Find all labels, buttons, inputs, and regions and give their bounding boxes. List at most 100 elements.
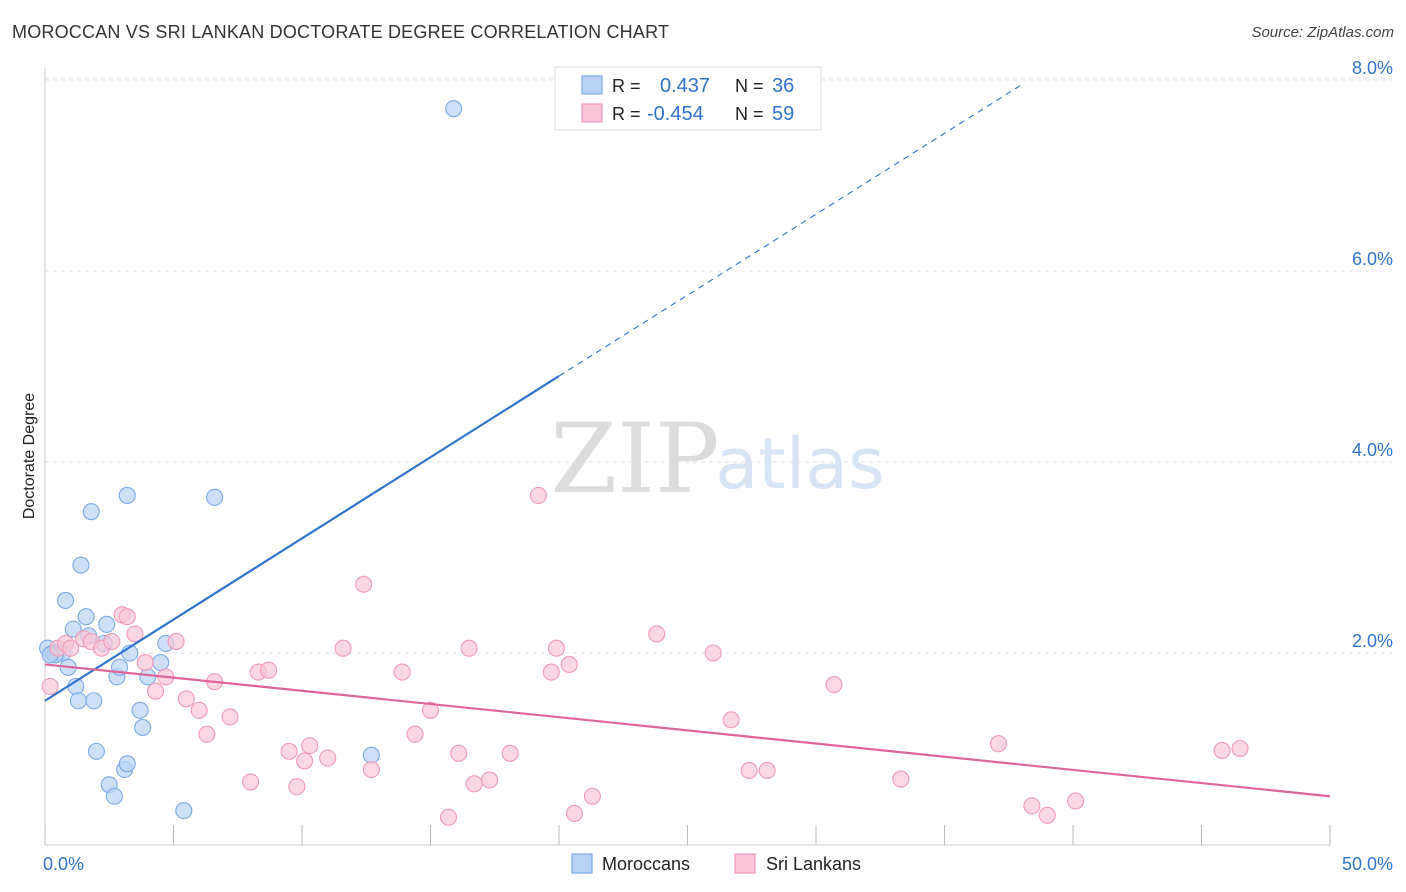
stats-swatch-sri-lankans xyxy=(581,103,603,123)
x-tick-label-max: 50.0% xyxy=(1342,854,1393,874)
sri-lankan-point xyxy=(280,742,298,760)
sri-lankan-point xyxy=(118,608,136,626)
sri-lankan-point xyxy=(583,787,601,805)
sri-lankan-point xyxy=(103,632,121,651)
watermark-zip: ZIP xyxy=(550,403,719,515)
sri-lankan-point xyxy=(334,639,352,657)
sri-lankan-point xyxy=(758,761,776,780)
sri-lankan-point xyxy=(825,675,843,694)
axes: 2.0% 4.0% 6.0% 8.0% 0.0% 50.0% xyxy=(43,58,1393,874)
sri-lankan-point xyxy=(547,639,565,657)
stats-legend-box: R = 0.437 N = 36 R = -0.454 N = 59 xyxy=(554,66,822,131)
sri-lankan-point xyxy=(41,677,59,695)
moroccan-trend-line xyxy=(44,375,560,702)
stats-r-label-moroccans: R = xyxy=(612,76,641,96)
stats-r-label-sri-lankans: R = xyxy=(612,104,641,124)
moroccan-point xyxy=(118,486,136,504)
sri-lankan-point xyxy=(501,744,519,762)
stats-r-value-moroccans: 0.437 xyxy=(660,75,710,97)
sri-lankan-point xyxy=(450,744,468,762)
y-axis-label: Doctorate Degree xyxy=(21,393,38,519)
y-tick-label: 8.0% xyxy=(1352,58,1393,78)
sri-lankan-point xyxy=(288,778,306,796)
stats-swatch-moroccans xyxy=(581,75,603,95)
stats-n-value-sri-lankans: 59 xyxy=(772,103,794,125)
moroccan-point xyxy=(77,608,95,626)
legend-swatch-sri-lankans xyxy=(734,853,756,874)
moroccan-point xyxy=(362,746,380,764)
sri-lankan-point xyxy=(560,655,578,674)
moroccan-point xyxy=(82,503,100,521)
watermark: ZIP atlas xyxy=(550,403,884,515)
moroccan-point xyxy=(69,692,87,710)
moroccan-point xyxy=(175,802,193,820)
series-legend: Moroccans Sri Lankans xyxy=(571,853,861,874)
sri-lankan-point xyxy=(406,725,424,743)
moroccan-point xyxy=(72,556,90,574)
trend-lines xyxy=(44,84,1331,798)
sri-lankan-point xyxy=(190,701,208,719)
sri-lankan-point xyxy=(260,661,278,679)
grid-lines xyxy=(45,77,1392,654)
sri-lankan-point xyxy=(198,725,216,743)
sri-lankan-point xyxy=(460,639,478,657)
sri-lankan-point xyxy=(62,639,80,657)
sri-lankan-point xyxy=(465,775,483,793)
sri-lankan-point xyxy=(989,735,1008,753)
sri-lankan-point xyxy=(177,690,195,708)
stats-n-value-moroccans: 36 xyxy=(772,75,794,97)
sri-lankan-point xyxy=(136,653,154,672)
sri-lankan-point xyxy=(296,752,314,770)
moroccan-point xyxy=(105,787,123,805)
moroccan-point xyxy=(98,615,116,633)
data-points xyxy=(39,100,1249,826)
sri-lankan-point xyxy=(542,663,560,681)
y-tick-label: 4.0% xyxy=(1352,440,1393,460)
sri-lankan-point xyxy=(892,770,910,788)
moroccan-trend-extension xyxy=(558,84,1022,377)
sri-lankan-point xyxy=(319,749,337,767)
moroccan-point xyxy=(85,692,103,710)
stats-n-label-moroccans: N = xyxy=(735,76,764,96)
stats-n-label-sri-lankans: N = xyxy=(735,104,764,124)
sri-lankan-point xyxy=(740,761,758,780)
sri-lankan-point xyxy=(439,808,458,826)
sri-lankan-point xyxy=(704,644,722,662)
moroccan-point xyxy=(57,591,75,610)
sri-lankan-point xyxy=(648,625,666,643)
sri-lankan-point xyxy=(1038,806,1056,824)
sri-lankan-point xyxy=(221,708,239,726)
sri-lankan-point xyxy=(1213,741,1231,759)
sri-lankan-trend-line xyxy=(44,663,1331,798)
sri-lankan-point xyxy=(481,771,499,789)
source-label: Source: ZipAtlas.com xyxy=(1251,24,1394,41)
legend-swatch-moroccans xyxy=(571,853,593,874)
moroccan-point xyxy=(152,653,170,672)
y-tick-label: 6.0% xyxy=(1352,249,1393,269)
sri-lankan-point xyxy=(565,804,583,822)
sri-lankan-point xyxy=(722,711,740,729)
x-tick-label-min: 0.0% xyxy=(43,854,84,874)
moroccan-point xyxy=(118,755,136,773)
watermark-atlas: atlas xyxy=(715,423,884,505)
moroccan-point xyxy=(87,742,105,760)
sri-lankan-point xyxy=(393,663,411,681)
chart-title: MOROCCAN VS SRI LANKAN DOCTORATE DEGREE … xyxy=(12,22,670,42)
moroccan-point xyxy=(134,718,152,737)
sri-lankan-point xyxy=(355,575,373,593)
sri-lankan-point xyxy=(529,486,547,504)
sri-lankan-point xyxy=(362,760,380,779)
y-tick-label: 2.0% xyxy=(1352,631,1393,651)
sri-lankan-point xyxy=(242,773,260,791)
sri-lankan-point xyxy=(146,682,165,700)
sri-lankan-point xyxy=(421,701,440,719)
sri-lankan-point xyxy=(301,737,319,755)
moroccan-point xyxy=(445,100,463,118)
sri-lankan-point xyxy=(1067,792,1085,810)
moroccan-point xyxy=(206,488,224,506)
legend-label-moroccans: Moroccans xyxy=(602,854,690,874)
moroccan-point xyxy=(131,701,149,719)
sri-lankan-point xyxy=(167,632,185,651)
moroccan-point xyxy=(139,668,157,686)
